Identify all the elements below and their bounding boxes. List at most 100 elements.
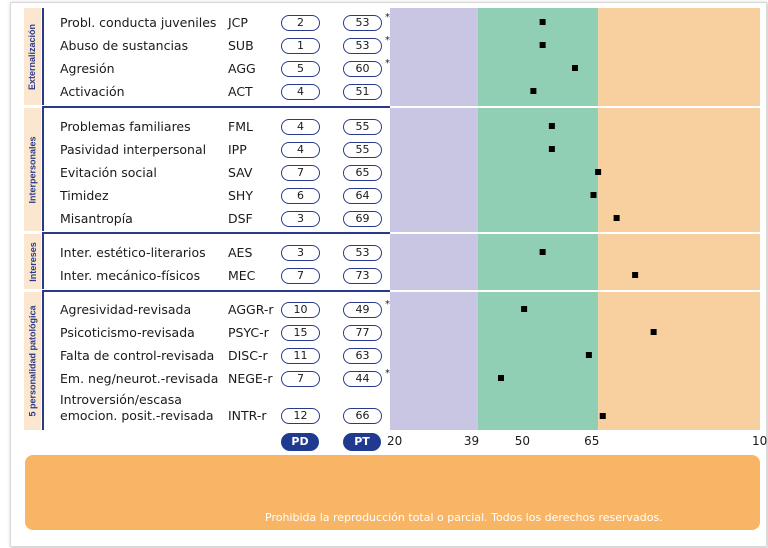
pd-score: 2 — [281, 15, 320, 31]
data-point-ipp — [548, 146, 555, 152]
scale-name: Agresividad-revisada — [60, 302, 192, 317]
pd-score: 12 — [281, 408, 320, 424]
data-point-jcp — [539, 19, 546, 25]
plot-divider — [390, 106, 760, 108]
scale-row: Activación ACT 4 51 — [0, 81, 390, 103]
scale-code: SUB — [228, 38, 254, 53]
pd-score: 7 — [281, 165, 320, 181]
scale-row: Pasividad interpersonal IPP 4 55 — [0, 139, 390, 161]
scale-code: AES — [228, 245, 253, 260]
pt-score: 65 — [343, 165, 382, 181]
data-point-aes — [539, 249, 546, 255]
scale-code: JCP — [228, 15, 248, 30]
section-divider — [42, 290, 390, 292]
pt-score: 77 — [343, 325, 382, 341]
pt-score: 60 — [343, 61, 382, 77]
scale-row: Inter. estético-literarios AES 3 53 — [0, 242, 390, 264]
scale-name: Em. neg/neurot.-revisada — [60, 371, 219, 386]
scale-name: Introversión/escasa — [60, 392, 182, 407]
pd-score: 11 — [281, 348, 320, 364]
copyright-notice: Prohibida la reproducción total o parcia… — [265, 511, 663, 524]
flag-marker: * — [385, 368, 390, 379]
scale-row: Timidez SHY 6 64 — [0, 185, 390, 207]
scale-row: Falta de control-revisada DISC-r 11 63 — [0, 345, 390, 367]
section-band — [24, 292, 41, 430]
pt-score: 63 — [343, 348, 382, 364]
scale-row: Problemas familiares FML 4 55 — [0, 116, 390, 138]
pd-score: 1 — [281, 38, 320, 54]
scale-code: DSF — [228, 211, 253, 226]
data-point-mec — [632, 272, 639, 278]
pt-score: 64 — [343, 188, 382, 204]
scale-row: Introversión/escasa emocion. posit.-revis… — [0, 392, 390, 424]
pd-score: 7 — [281, 268, 320, 284]
section-divider — [42, 106, 390, 108]
scale-code: FML — [228, 119, 253, 134]
pt-score: 66 — [343, 408, 382, 424]
flag-marker: * — [385, 58, 390, 69]
scale-row: Em. neg/neurot.-revisada NEGE-r 7 44 * — [0, 368, 390, 390]
tick-label: 100 — [752, 434, 768, 448]
section-border — [42, 234, 44, 289]
tick-label: 20 — [387, 434, 403, 448]
pd-score: 10 — [281, 302, 320, 318]
scale-name: Probl. conducta juveniles — [60, 15, 217, 30]
pt-score: 55 — [343, 142, 382, 158]
pd-score: 3 — [281, 211, 320, 227]
data-point-intr-r — [599, 413, 606, 419]
pd-score: 6 — [281, 188, 320, 204]
scale-code: AGGR-r — [228, 302, 274, 317]
pd-score: 7 — [281, 371, 320, 387]
scale-name: Evitación social — [60, 165, 157, 180]
scale-row: Agresión AGG 5 60 * — [0, 58, 390, 80]
pt-score: 69 — [343, 211, 382, 227]
scale-code: PSYC-r — [228, 325, 269, 340]
pt-score: 73 — [343, 268, 382, 284]
section-border — [42, 292, 44, 430]
band-1 — [477, 8, 599, 430]
scale-row: Probl. conducta juveniles JCP 2 53 * — [0, 12, 390, 34]
pt-score: 53 — [343, 38, 382, 54]
pt-score: 44 — [343, 371, 382, 387]
data-point-nege-r — [498, 375, 504, 381]
flag-marker: * — [385, 299, 390, 310]
scale-name: emocion. posit.-revisada — [60, 408, 214, 423]
pd-score: 5 — [281, 61, 320, 77]
pd-score: 4 — [281, 84, 320, 100]
pd-score: 4 — [281, 119, 320, 135]
pt-score: 53 — [343, 15, 382, 31]
scale-name: Misantropía — [60, 211, 133, 226]
pt-score: 51 — [343, 84, 382, 100]
scale-row: Inter. mecánico-físicos MEC 7 73 — [0, 265, 390, 287]
scale-name: Activación — [60, 84, 125, 99]
scale-code: SHY — [228, 188, 253, 203]
scale-name: Pasividad interpersonal — [60, 142, 207, 157]
section-border — [42, 108, 44, 231]
data-point-psyc-r — [650, 329, 657, 335]
data-point-aggr-r — [521, 306, 528, 312]
scale-code: INTR-r — [228, 408, 267, 423]
pt-column-header: PT — [343, 433, 381, 451]
section-band — [24, 108, 41, 231]
scale-name: Agresión — [60, 61, 115, 76]
scale-code: IPP — [228, 142, 247, 157]
scale-row: Misantropía DSF 3 69 — [0, 208, 390, 230]
pd-column-header: PD — [281, 433, 319, 451]
scale-code: ACT — [228, 84, 253, 99]
scale-code: NEGE-r — [228, 371, 273, 386]
scale-row: Psicoticismo-revisada PSYC-r 15 77 — [0, 322, 390, 344]
scale-name: Abuso de sustancias — [60, 38, 189, 53]
scale-name: Inter. mecánico-físicos — [60, 268, 201, 283]
data-point-disc-r — [585, 352, 592, 358]
section-border — [42, 8, 44, 105]
data-point-fml — [548, 123, 555, 129]
footer-banner — [25, 455, 760, 530]
pt-score: 53 — [343, 245, 382, 261]
scale-name: Psicoticismo-revisada — [60, 325, 195, 340]
scale-name: Falta de control-revisada — [60, 348, 215, 363]
band-2 — [598, 8, 760, 430]
scale-row: Agresividad-revisada AGGR-r 10 49 * — [0, 299, 390, 321]
scale-name: Timidez — [60, 188, 109, 203]
pd-score: 3 — [281, 245, 320, 261]
